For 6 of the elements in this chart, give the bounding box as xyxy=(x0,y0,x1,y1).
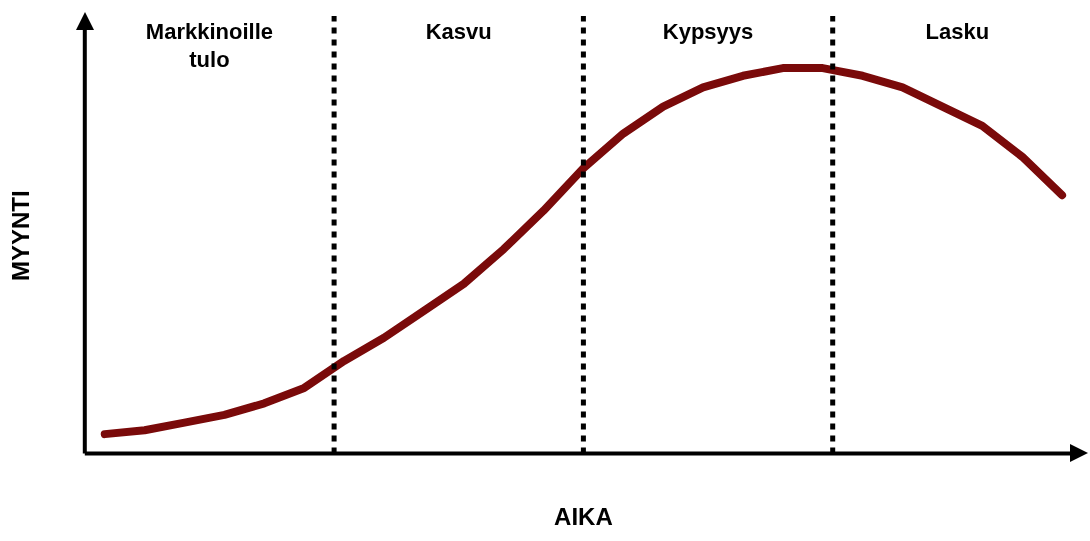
y-axis-title: MYYNTI xyxy=(7,190,35,282)
text: Lasku xyxy=(925,19,990,45)
text: Kasvu xyxy=(425,19,492,45)
annotation: Markkinoille tulo xyxy=(145,19,274,73)
x-axis-title: AIKA xyxy=(554,503,613,531)
text: Kypsyys xyxy=(662,19,754,45)
